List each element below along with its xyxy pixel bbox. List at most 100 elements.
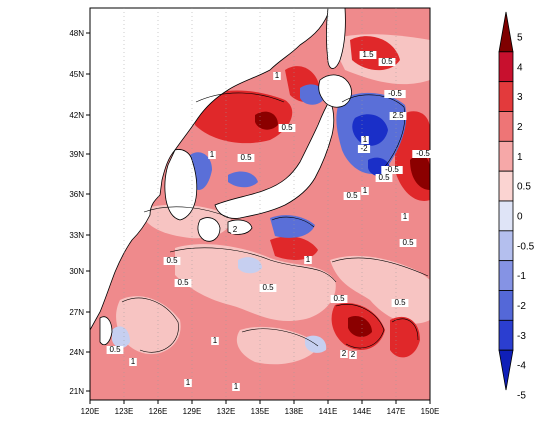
- colorbar-segment: [498, 200, 514, 232]
- svg-text:2: 2: [342, 349, 347, 358]
- lon-tick-label: 123E: [115, 407, 134, 416]
- anomaly-region-very-high: [348, 315, 372, 337]
- lat-tick-label: 27N: [69, 308, 84, 317]
- graticule: [123, 8, 397, 400]
- lon-tick-label: 135E: [251, 407, 270, 416]
- colorbar-segment: [498, 140, 514, 172]
- svg-text:1: 1: [213, 336, 218, 345]
- colorbar-label: 0: [517, 211, 523, 222]
- svg-text:1: 1: [131, 357, 136, 366]
- japan-hokkaido: [318, 74, 352, 108]
- colorbar-label: 0.5: [517, 182, 531, 193]
- contour-label: 2.5: [389, 111, 407, 120]
- anomaly-region-high-positive: [195, 90, 293, 144]
- contour-label: 1: [184, 378, 192, 387]
- longitude-labels: 120E 123E 126E 129E 132E 135E 138E 141E 144E 147E…: [81, 400, 440, 416]
- colorbar-label: -0.5: [517, 241, 535, 252]
- lat-tick-label: 45N: [69, 70, 84, 79]
- svg-text:1: 1: [306, 255, 311, 264]
- contour-label: 2: [340, 349, 348, 358]
- lon-tick-label: 138E: [285, 407, 304, 416]
- lat-tick-label: 24N: [69, 348, 84, 357]
- lat-tick-label: 36N: [69, 190, 84, 199]
- svg-text:-2: -2: [360, 144, 368, 153]
- colorbar-label: -2: [517, 301, 526, 312]
- svg-text:0.5: 0.5: [109, 345, 121, 354]
- lon-tick-label: 129E: [183, 407, 202, 416]
- contour-label: 0.5: [375, 173, 393, 182]
- lon-tick-label: 126E: [149, 407, 168, 416]
- contour-label: -0.5: [412, 149, 434, 158]
- svg-text:1: 1: [275, 71, 280, 80]
- contour-label: -0.5: [381, 165, 403, 174]
- anomaly-region-very-high: [255, 111, 278, 130]
- svg-text:-0.5: -0.5: [388, 89, 402, 98]
- contour-label: 1: [401, 212, 409, 221]
- contour-label: 1: [361, 186, 369, 195]
- anomaly-region-low-positive: [116, 296, 181, 355]
- latitude-labels: 48N 45N 42N 39N 36N 33N 30N 27N 24N 21N: [69, 29, 90, 396]
- colorbar-segment: [498, 290, 514, 321]
- contour-label: 0.5: [106, 345, 124, 354]
- colorbar-label: 5: [517, 32, 523, 43]
- contour-label: 0.5: [330, 294, 348, 303]
- contour-label: 2: [349, 350, 357, 359]
- colorbar-label: -4: [517, 361, 526, 372]
- lon-tick-label: 120E: [81, 407, 100, 416]
- anomaly-region-negative: [228, 171, 258, 188]
- contour-label: 0.5: [378, 57, 396, 66]
- colorbar-segment: [498, 349, 514, 391]
- colorbar-label: 1: [517, 152, 523, 163]
- contour-label: 2: [231, 225, 239, 234]
- japan-kyushu: [197, 217, 221, 242]
- svg-text:1: 1: [186, 378, 191, 387]
- svg-text:1.5: 1.5: [362, 50, 374, 59]
- anomaly-region-slight-negative: [112, 326, 130, 348]
- korean-peninsula: [164, 149, 198, 221]
- lat-tick-label: 33N: [69, 231, 84, 240]
- contour-label: 1: [211, 336, 219, 345]
- lon-tick-label: 147E: [387, 407, 406, 416]
- svg-text:2: 2: [351, 350, 356, 359]
- anomaly-region-slight-negative: [238, 257, 262, 274]
- contour-label: 0.5: [343, 191, 361, 200]
- contour-lines: [121, 92, 429, 353]
- lat-tick-label: 30N: [69, 267, 84, 276]
- contour-label: 1: [273, 71, 281, 80]
- colorbar-label: -1: [517, 271, 526, 282]
- svg-text:1: 1: [363, 135, 368, 144]
- colorbar-label: 3: [517, 92, 523, 103]
- anomaly-region-very-high: [410, 154, 430, 190]
- contour-label: -0.5: [384, 89, 406, 98]
- lat-tick-label: 39N: [69, 150, 84, 159]
- colorbar-segment: [498, 51, 514, 83]
- svg-text:0.5: 0.5: [166, 256, 178, 265]
- colorbar-segment: [498, 230, 514, 262]
- svg-text:1: 1: [210, 150, 215, 159]
- colorbar-segment: [498, 81, 514, 112]
- lat-tick-label: 48N: [69, 29, 84, 38]
- svg-text:0.5: 0.5: [402, 238, 414, 247]
- svg-text:2.5: 2.5: [392, 111, 404, 120]
- svg-text:2: 2: [233, 225, 238, 234]
- taiwan: [99, 316, 113, 346]
- contour-label: 0.5: [237, 153, 255, 162]
- contour-label: 0.5: [259, 283, 277, 292]
- land-masses: [90, 8, 352, 346]
- svg-text:0.5: 0.5: [378, 173, 390, 182]
- colorbar-segment: [498, 170, 514, 202]
- anomaly-region-low-positive: [236, 326, 320, 365]
- svg-text:0.5: 0.5: [281, 123, 293, 132]
- contour-label: 1: [232, 382, 240, 391]
- japan-honshu: [214, 99, 335, 219]
- svg-text:0.5: 0.5: [346, 191, 358, 200]
- svg-text:-0.5: -0.5: [385, 165, 399, 174]
- lon-tick-label: 150E: [421, 407, 440, 416]
- svg-text:0.5: 0.5: [381, 57, 393, 66]
- colorbar-segment: [498, 319, 514, 351]
- contour-label: 0.5: [163, 256, 181, 265]
- svg-text:0.5: 0.5: [333, 294, 345, 303]
- svg-text:0.5: 0.5: [177, 278, 189, 287]
- contour-label: -2: [357, 144, 371, 153]
